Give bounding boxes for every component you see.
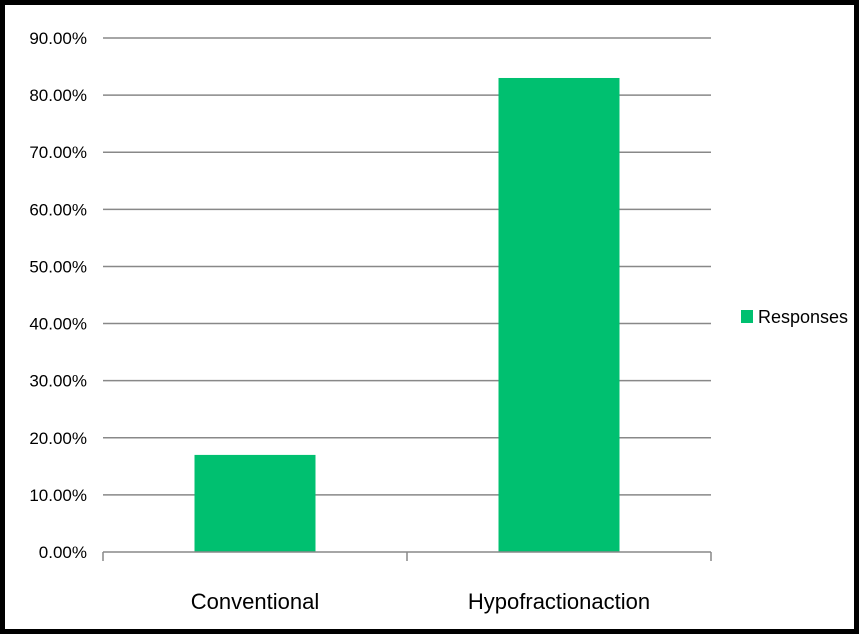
x-category-label: Conventional [191,589,319,614]
y-tick-label: 0.00% [39,543,87,562]
legend-swatch [741,310,753,323]
grid-lines [103,37,711,496]
y-tick-label: 50.00% [29,257,87,276]
y-tick-label: 80.00% [29,86,87,105]
y-tick-label: 30.00% [29,372,87,391]
bar-hypofractionaction [498,77,620,552]
bars [194,77,620,552]
legend: Responses [741,307,848,327]
y-tick-label: 70.00% [29,143,87,162]
y-axis-tick-labels: 0.00% 10.00% 20.00% 30.00% 40.00% 50.00% 60.00… [29,29,87,562]
y-tick-label: 90.00% [29,29,87,48]
x-category-label: Hypofractionaction [468,589,650,614]
x-axis [102,551,712,561]
bar-conventional [194,454,316,552]
y-tick-label: 60.00% [29,200,87,219]
y-tick-label: 10.00% [29,486,87,505]
y-tick-label: 40.00% [29,315,87,334]
x-axis-category-labels: Conventional Hypofractionaction [191,589,650,614]
legend-label: Responses [758,307,848,327]
y-tick-label: 20.00% [29,429,87,448]
